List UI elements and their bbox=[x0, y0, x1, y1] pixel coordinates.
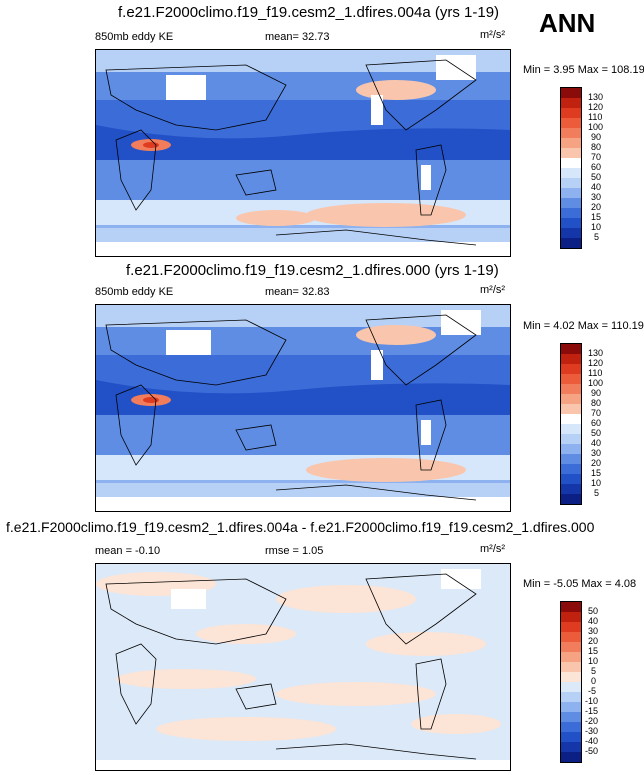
panel-2-mean: mean= 32.83 bbox=[265, 286, 330, 298]
panel-1-units: m²/s² bbox=[480, 29, 506, 41]
cbar-tick: 60 bbox=[591, 162, 602, 172]
cbar-tick: 50 bbox=[591, 428, 602, 438]
panel-3-map-svg bbox=[96, 564, 510, 770]
cbar-tick: 130 bbox=[588, 348, 604, 358]
panel-3-colorbar bbox=[560, 601, 582, 763]
cbar-tick: -40 bbox=[585, 736, 599, 746]
cbar-tick: 5 bbox=[594, 488, 600, 498]
panel-1-minmax: Min = 3.95 Max = 108.19 bbox=[523, 64, 644, 76]
cbar-tick: -10 bbox=[585, 696, 599, 706]
panel-3-map bbox=[95, 563, 511, 771]
cbar-tick: 30 bbox=[591, 448, 602, 458]
cbar-tick: 50 bbox=[591, 172, 602, 182]
cbar-tick: 120 bbox=[588, 102, 604, 112]
cbar-tick: 15 bbox=[588, 646, 599, 656]
cbar-tick: 70 bbox=[591, 152, 602, 162]
cbar-tick: -20 bbox=[585, 716, 599, 726]
cbar-tick: -5 bbox=[588, 686, 597, 696]
cbar-tick: 10 bbox=[591, 222, 602, 232]
cbar-tick: 20 bbox=[588, 636, 599, 646]
panel-2-minmax: Min = 4.02 Max = 110.19 bbox=[523, 320, 644, 332]
panel-1-map-svg bbox=[96, 50, 510, 256]
cbar-tick: 30 bbox=[591, 192, 602, 202]
panel-1-map bbox=[95, 49, 511, 257]
cbar-tick: 20 bbox=[591, 202, 602, 212]
panel-3-title: f.e21.F2000climo.f19_f19.cesm2_1.dfires.… bbox=[6, 519, 595, 535]
panel-1-mean: mean= 32.73 bbox=[265, 31, 330, 43]
cbar-tick: 15 bbox=[591, 468, 602, 478]
cbar-tick: 15 bbox=[591, 212, 602, 222]
panel-2-map bbox=[95, 304, 511, 512]
cbar-tick: 100 bbox=[588, 122, 604, 132]
cbar-tick: 40 bbox=[591, 182, 602, 192]
panel-3-mean: mean = -0.10 bbox=[95, 545, 161, 557]
panel-1-title: f.e21.F2000climo.f19_f19.cesm2_1.dfires.… bbox=[118, 4, 500, 21]
cbar-tick: 60 bbox=[591, 418, 602, 428]
cbar-tick: 100 bbox=[588, 378, 604, 388]
panel-2-variable: 850mb eddy KE bbox=[95, 286, 174, 298]
cbar-tick: 80 bbox=[591, 142, 602, 152]
panel-2-units: m²/s² bbox=[480, 284, 506, 296]
panel-2-colorbar bbox=[560, 343, 582, 505]
cbar-tick: 80 bbox=[591, 398, 602, 408]
panel-2-map-svg bbox=[96, 305, 510, 511]
cbar-tick: 110 bbox=[588, 368, 603, 378]
cbar-tick: 40 bbox=[588, 616, 599, 626]
panel-1-variable: 850mb eddy KE bbox=[95, 31, 174, 43]
cbar-tick: 90 bbox=[591, 388, 602, 398]
panel-3-minmax: Min = -5.05 Max = 4.08 bbox=[523, 578, 637, 590]
panel-3-units: m²/s² bbox=[480, 543, 506, 555]
cbar-tick: 10 bbox=[591, 478, 602, 488]
cbar-tick: 40 bbox=[591, 438, 602, 448]
cbar-tick: 20 bbox=[591, 458, 602, 468]
cbar-tick: 110 bbox=[588, 112, 603, 122]
cbar-tick: -30 bbox=[585, 726, 599, 736]
cbar-tick: 10 bbox=[588, 656, 599, 666]
panel-3-rmse: rmse = 1.05 bbox=[265, 545, 324, 557]
cbar-tick: 30 bbox=[588, 626, 599, 636]
cbar-tick: 130 bbox=[588, 92, 604, 102]
cbar-tick: 90 bbox=[591, 132, 602, 142]
cbar-tick: -15 bbox=[585, 706, 599, 716]
cbar-tick: 70 bbox=[591, 408, 602, 418]
cbar-tick: 5 bbox=[594, 232, 600, 242]
cbar-tick: 0 bbox=[591, 676, 597, 686]
cbar-tick: 50 bbox=[588, 606, 599, 616]
season-label: ANN bbox=[539, 8, 596, 38]
cbar-tick: -50 bbox=[585, 746, 599, 756]
panel-2-title: f.e21.F2000climo.f19_f19.cesm2_1.dfires.… bbox=[126, 262, 499, 279]
cbar-tick: 120 bbox=[588, 358, 604, 368]
cbar-tick: 5 bbox=[591, 666, 597, 676]
panel-1-colorbar bbox=[560, 87, 582, 249]
